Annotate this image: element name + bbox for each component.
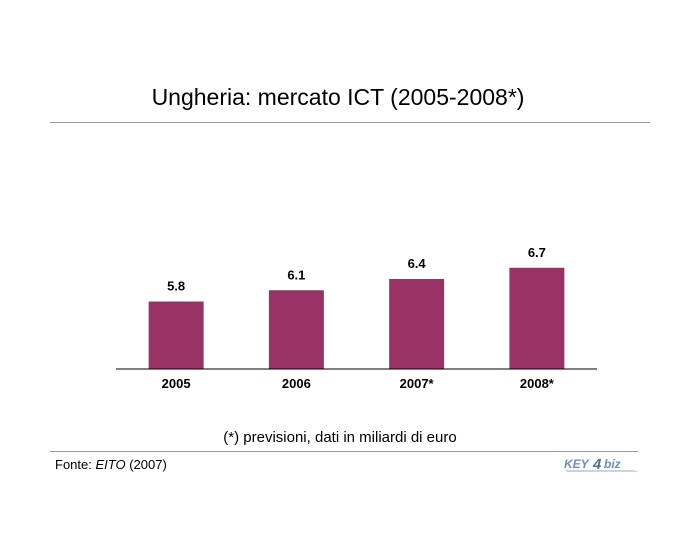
logo-swoosh bbox=[565, 470, 639, 472]
chart-footnote: (*) previsioni, dati in miliardi di euro bbox=[223, 429, 457, 446]
bar-2008-forecast bbox=[509, 267, 565, 369]
bar-2007-forecast bbox=[389, 279, 445, 369]
title-divider bbox=[50, 122, 650, 123]
labels-group: 5.8 2005 6.1 2006 6.4 2007* 6.7 2008* bbox=[162, 245, 555, 391]
source-name: EITO bbox=[95, 457, 126, 472]
logo-text-biz: biz bbox=[604, 457, 621, 471]
x-tick-label: 2006 bbox=[282, 376, 311, 391]
bar-value-label: 6.4 bbox=[408, 256, 427, 271]
x-tick-label: 2005 bbox=[162, 376, 191, 391]
footer-divider bbox=[50, 451, 638, 452]
logo-text-4: 4 bbox=[592, 456, 602, 473]
bar-value-label: 6.7 bbox=[528, 245, 546, 260]
x-tick-label: 2008* bbox=[520, 376, 555, 391]
bar-2006 bbox=[268, 290, 324, 369]
logo-text-key: KEY bbox=[564, 457, 590, 471]
bar-value-label: 5.8 bbox=[167, 279, 185, 294]
bar-2005 bbox=[148, 301, 204, 369]
source-credit: Fonte: EITO (2007) bbox=[55, 457, 167, 472]
source-year: (2007) bbox=[125, 457, 167, 472]
bar-value-label: 6.1 bbox=[287, 267, 305, 282]
source-prefix: Fonte: bbox=[55, 457, 96, 472]
bars-group bbox=[148, 267, 565, 369]
page-title: Ungheria: mercato ICT (2005-2008*) bbox=[151, 84, 525, 110]
x-tick-label: 2007* bbox=[400, 376, 435, 391]
key4biz-logo: KEY 4 biz bbox=[564, 456, 639, 473]
